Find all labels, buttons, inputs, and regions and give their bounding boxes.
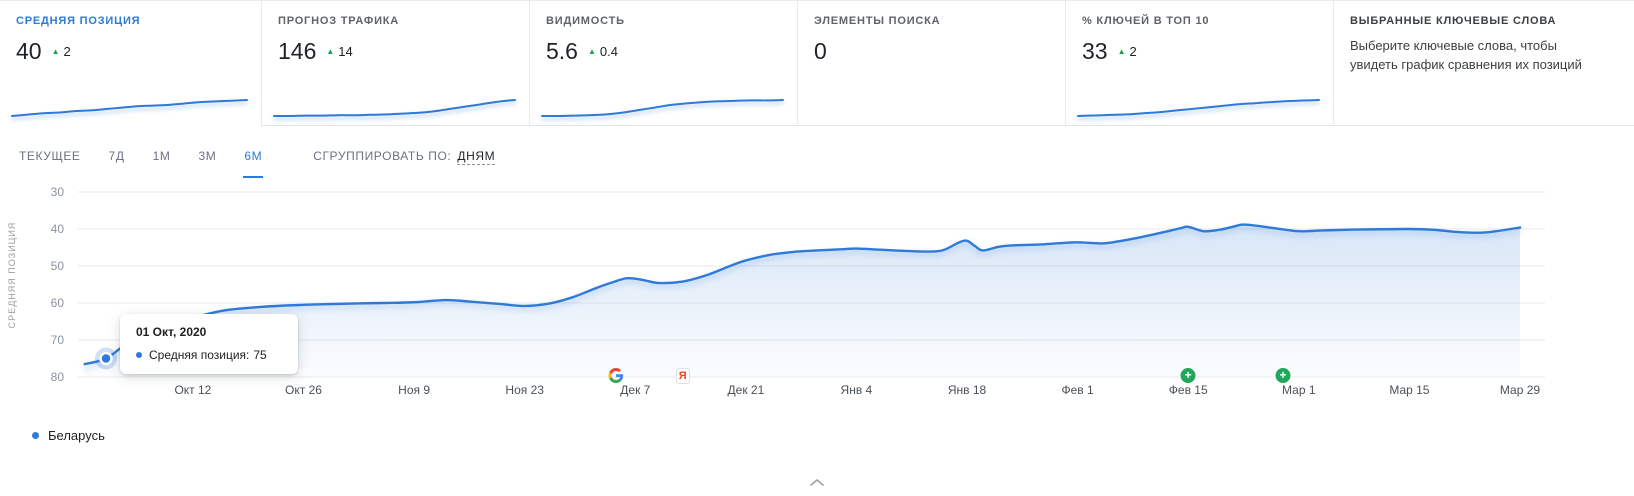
metric-card-label: ПРОГНОЗ ТРАФИКА: [278, 15, 400, 27]
metric-delta: ▲ 14: [326, 44, 352, 59]
legend-item-belarus[interactable]: Беларусь: [0, 428, 105, 443]
legend-label: Беларусь: [48, 428, 105, 443]
x-tick-label: Ноя 9: [398, 383, 430, 397]
sparkline-traffic-forecast: [274, 96, 515, 120]
tooltip-series-label: Средняя позиция:: [149, 348, 250, 362]
metric-card-label: ВИДИМОСТЬ: [546, 15, 625, 27]
x-tick-label: Мар 1: [1282, 383, 1316, 397]
legend-dot-icon: [32, 432, 39, 439]
metric-card-avg-position[interactable]: СРЕДНЯЯ ПОЗИЦИЯ 40 ▲ 2: [0, 1, 262, 126]
x-tick-label: Окт 12: [174, 383, 211, 397]
tab-range-1m[interactable]: 1М: [152, 149, 171, 163]
x-tick-label: Мар 15: [1389, 383, 1429, 397]
delta-up-icon: ▲: [587, 46, 596, 56]
yandex-event-marker-icon[interactable]: Я: [675, 368, 690, 384]
metric-value: 0: [814, 38, 827, 64]
x-tick-label: Ноя 23: [505, 383, 544, 397]
y-tick-label: 30: [51, 185, 65, 199]
plus-event-marker-icon[interactable]: +: [1275, 368, 1291, 383]
tooltip-value: 75: [253, 348, 267, 362]
chart-tooltip: 01 Окт, 2020 Средняя позиция: 75: [120, 314, 298, 374]
google-logo-icon: [608, 368, 623, 383]
metric-delta: ▲ 0.4: [588, 44, 618, 59]
metric-value: 146: [278, 38, 317, 64]
metric-card-selected-keywords: ВЫБРАННЫЕ КЛЮЧЕВЫЕ СЛОВА Выберите ключев…: [1334, 1, 1628, 125]
metric-card-label: СРЕДНЯЯ ПОЗИЦИЯ: [16, 15, 141, 27]
y-tick-label: 50: [51, 259, 65, 273]
group-by-control: СГРУППИРОВАТЬ ПО: ДНЯМ: [313, 135, 496, 178]
group-by-value-dropdown[interactable]: ДНЯМ: [457, 149, 496, 165]
chart-canvas[interactable]: 30 40 50 60 70 80 Окт 12 Окт 26 Ноя 9 Ноя 23 Дек 7…: [0, 178, 1634, 418]
sparkline-path: [542, 100, 783, 116]
sparkline-top10-percent: [1078, 96, 1319, 120]
x-tick-label: Мар 29: [1500, 383, 1540, 397]
tab-range-6m[interactable]: 6М: [243, 135, 264, 178]
metric-card-label: % КЛЮЧЕЙ В ТОП 10: [1082, 15, 1210, 27]
metric-cards-row: СРЕДНЯЯ ПОЗИЦИЯ 40 ▲ 2 ПРОГНОЗ ТРАФИКА 14…: [0, 0, 1634, 126]
sparkline-path: [1078, 100, 1319, 116]
metric-card-serp-features[interactable]: ЭЛЕМЕНТЫ ПОИСКА 0: [798, 1, 1066, 125]
sparkline-path: [274, 100, 515, 116]
collapse-chart-button[interactable]: [800, 471, 834, 493]
metric-value: 40: [16, 38, 42, 64]
series-dot-icon: [136, 352, 142, 358]
x-tick-label: Окт 26: [285, 383, 322, 397]
x-tick-label: Дек 7: [620, 383, 650, 397]
selected-keywords-hint: Выберите ключевые слова, чтобы увидеть г…: [1350, 38, 1582, 72]
plus-event-marker-icon[interactable]: +: [1180, 368, 1196, 383]
metric-card-top10-percent[interactable]: % КЛЮЧЕЙ В ТОП 10 33 ▲ 2: [1066, 1, 1334, 125]
x-tick-label: Фев 1: [1062, 383, 1095, 397]
delta-up-icon: ▲: [326, 46, 335, 56]
x-tick-label: Янв 18: [948, 383, 987, 397]
sparkline-path: [12, 100, 247, 116]
metric-delta: ▲ 2: [52, 44, 71, 59]
delta-value: 2: [1129, 44, 1137, 59]
metric-delta: ▲ 2: [1118, 44, 1137, 59]
delta-value: 0.4: [599, 44, 618, 59]
position-chart[interactable]: СРЕДНЯЯ ПОЗИЦИЯ 30 40 50 60 70 80 Окт 12 Окт 26…: [0, 178, 1634, 418]
sparkline-visibility: [542, 96, 783, 120]
x-tick-label: Янв 4: [841, 383, 873, 397]
axis-event-markers: Я + +: [0, 368, 1634, 386]
delta-up-icon: ▲: [1117, 46, 1126, 56]
metric-card-label: ЭЛЕМЕНТЫ ПОИСКА: [814, 15, 941, 27]
range-tabs: ТЕКУЩЕЕ 7Д 1М 3М 6М: [18, 135, 264, 178]
y-tick-label: 70: [51, 333, 65, 347]
tab-range-7d[interactable]: 7Д: [108, 149, 125, 163]
metric-value: 33: [1082, 38, 1108, 64]
metric-value: 5.6: [546, 38, 578, 64]
metric-card-visibility[interactable]: ВИДИМОСТЬ 5.6 ▲ 0.4: [530, 1, 798, 125]
delta-value: 2: [63, 44, 71, 59]
y-tick-label: 40: [51, 222, 65, 236]
tab-range-current[interactable]: ТЕКУЩЕЕ: [19, 149, 81, 163]
series-area: [84, 224, 1520, 377]
group-by-label: СГРУППИРОВАТЬ ПО:: [313, 149, 452, 163]
delta-up-icon: ▲: [51, 46, 60, 56]
metric-card-traffic-forecast[interactable]: ПРОГНОЗ ТРАФИКА 146 ▲ 14: [262, 1, 530, 125]
x-tick-label: Дек 21: [728, 383, 765, 397]
x-tick-label: Фев 15: [1169, 383, 1208, 397]
metric-card-label: ВЫБРАННЫЕ КЛЮЧЕВЫЕ СЛОВА: [1350, 15, 1557, 27]
chevron-up-icon: [810, 479, 824, 486]
series-line: [83, 223, 1522, 366]
sparkline-avg-position: [12, 96, 247, 120]
y-tick-label: 80: [51, 370, 65, 384]
y-tick-label: 60: [51, 296, 65, 310]
google-event-marker-icon[interactable]: [608, 368, 623, 383]
chart-toolbar: ТЕКУЩЕЕ 7Д 1М 3М 6М СГРУППИРОВАТЬ ПО: ДНЯ…: [0, 126, 1634, 178]
delta-value: 14: [338, 44, 353, 59]
tab-range-3m[interactable]: 3М: [198, 149, 217, 163]
highlight-point[interactable]: [99, 351, 113, 366]
tooltip-date: 01 Окт, 2020: [136, 325, 207, 339]
